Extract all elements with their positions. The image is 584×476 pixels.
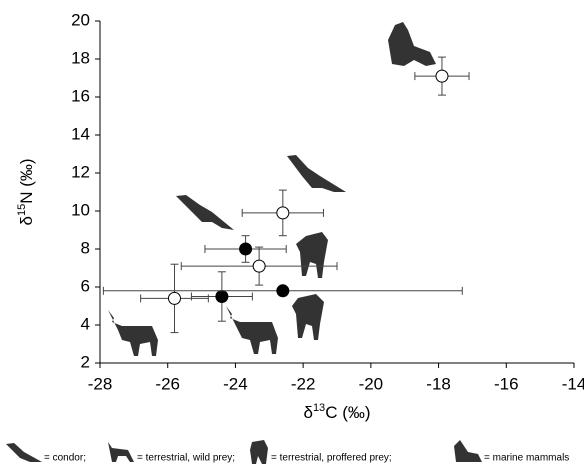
sea-lion-icon [388,22,436,66]
point [276,206,290,220]
condor-icon [176,195,234,230]
y-axis-label: δ15N (‰) [16,158,37,225]
x-tick-label: -20 [359,374,384,393]
x-tick-label: -16 [494,374,519,393]
deer-icon [108,310,158,356]
x-tick-label: -14 [562,374,584,393]
legend-deer-icon [108,442,134,462]
y-tick-label: 20 [71,10,90,29]
legend-text: = condor; [44,453,86,464]
y-tick-label: 8 [81,238,90,257]
condor-icon [287,155,346,192]
y-tick-label: 16 [71,86,90,105]
y-tick-label: 2 [81,352,90,371]
point [239,242,253,256]
point [435,69,449,83]
x-tick-label: -18 [426,374,451,393]
legend-text: = terrestrial, wild prey; [137,453,235,464]
point [252,259,266,273]
cow-icon [296,232,328,278]
legend-cow-icon [250,440,268,464]
y-tick-label: 14 [71,124,90,143]
deer-icon [226,306,278,354]
legend-sea-lion-icon [454,440,482,462]
legend-text: = terrestrial, proffered prey; [271,453,392,464]
x-tick-label: -22 [291,374,316,393]
x-tick-label: -28 [88,374,113,393]
x-tick-label: -24 [223,374,248,393]
y-tick-label: 6 [81,276,90,295]
legend-text: = marine mammals [484,453,569,464]
x-axis-label: δ13C (‰) [303,402,370,423]
point [167,291,181,305]
x-tick-label: -26 [155,374,180,393]
y-tick-label: 18 [71,48,90,67]
point [215,290,229,303]
y-tick-label: 4 [81,314,90,333]
y-tick-label: 12 [71,162,90,181]
cow-icon [292,294,324,340]
point [276,284,290,298]
legend-condor-icon [6,443,42,462]
y-tick-label: 10 [71,200,90,219]
